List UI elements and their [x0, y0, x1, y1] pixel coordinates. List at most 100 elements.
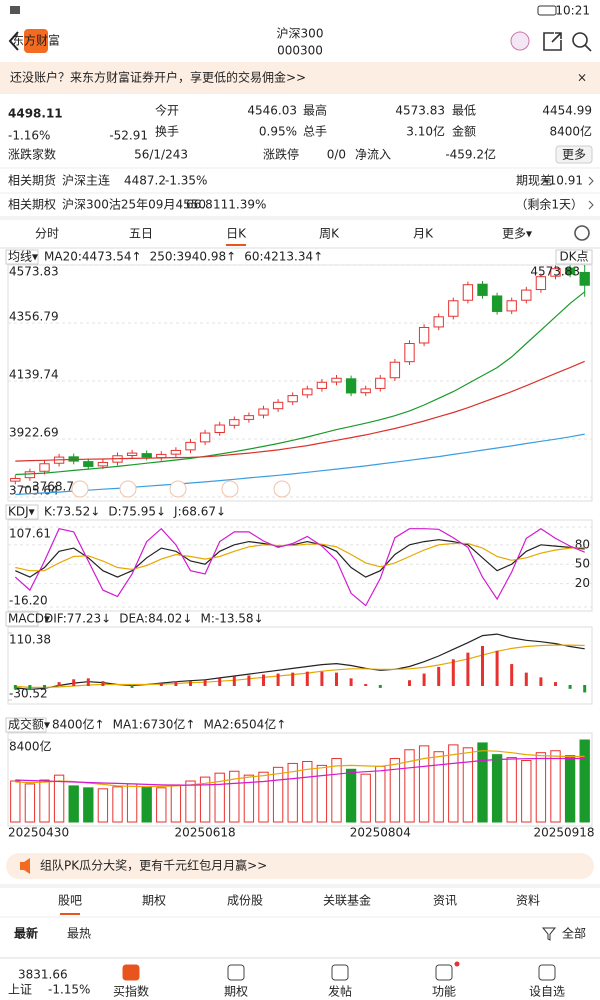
section-tab[interactable]: 成份股 [227, 894, 263, 908]
volume-bar [83, 787, 94, 823]
futures-price: 4487.2 [124, 174, 166, 188]
y-tick-label: 110.38 [9, 633, 51, 647]
legend-button[interactable] [5, 611, 39, 627]
macd-bar [130, 684, 134, 688]
futures-name[interactable]: 沪深主连 [62, 173, 110, 188]
section-tab[interactable]: 资讯 [433, 894, 457, 908]
section-tab[interactable]: 关联基金 [323, 893, 371, 908]
macd-bar [495, 650, 499, 686]
chart-tab[interactable]: 分时 [35, 227, 59, 241]
indicator-line [15, 750, 585, 788]
nav-icon[interactable] [435, 964, 453, 981]
more-button[interactable] [555, 145, 593, 164]
settings-icon[interactable] [574, 225, 590, 241]
banner-text[interactable]: 还没账户？来东方财富证券开户，享更低的交易佣金>> [10, 70, 306, 85]
macd-bar [262, 674, 265, 686]
macd-bar [466, 652, 470, 686]
macd-bar [101, 681, 105, 686]
nav-icon[interactable] [122, 964, 140, 981]
macd-bar [232, 676, 236, 686]
nav-label[interactable]: 设自选 [529, 985, 565, 999]
zoom-control[interactable] [169, 480, 187, 498]
share-icon[interactable] [543, 32, 562, 51]
candle-body [24, 471, 36, 479]
banner-close[interactable]: × [577, 71, 587, 85]
chart-tab[interactable]: 月K [413, 227, 434, 241]
panel-label[interactable]: 成交额▾ [8, 717, 50, 732]
dk-text[interactable]: DK点 [559, 250, 588, 264]
section-tab[interactable]: 资料 [516, 894, 540, 908]
section-tab[interactable]: 股吧 [58, 894, 82, 908]
panel-frame [7, 519, 593, 612]
option-name[interactable]: 沪深300沽25年09月4550 [62, 198, 206, 212]
nav-label[interactable]: 期权 [224, 985, 248, 999]
promo-text[interactable]: 组队PK瓜分大奖，更有千元红包月月赢>> [40, 858, 267, 873]
index-name[interactable]: 上证 [8, 983, 32, 997]
legend-button[interactable] [5, 717, 47, 733]
row-arrow[interactable] [588, 176, 594, 186]
legend-entry: MA2:6504亿↑ [203, 717, 286, 732]
back-button[interactable] [8, 31, 19, 51]
candle-body [258, 408, 269, 416]
volume-bar [156, 787, 167, 823]
zoom-control[interactable] [119, 480, 137, 498]
nav-icon[interactable] [331, 964, 349, 981]
nav-label[interactable]: 买指数 [113, 984, 149, 999]
nav-label[interactable]: 功能 [432, 985, 456, 999]
section-tab[interactable]: 期权 [142, 894, 166, 908]
macd-bar [57, 682, 61, 686]
search-icon[interactable] [572, 32, 588, 48]
nav-icon[interactable] [227, 964, 245, 981]
legend-button[interactable] [5, 504, 39, 520]
more-text[interactable]: 更多 [562, 148, 586, 162]
nav-icon[interactable] [538, 964, 556, 981]
candle-body [477, 283, 488, 296]
y-tick-label: -30.52 [9, 687, 48, 701]
chart-tab[interactable]: 日K [226, 227, 247, 241]
nav-label[interactable]: 发帖 [328, 984, 352, 999]
macd-bar [510, 664, 514, 686]
sort-latest[interactable]: 最新 [14, 926, 38, 941]
row-arrow[interactable] [588, 200, 594, 210]
filter-icon[interactable] [541, 927, 557, 941]
index-pct[interactable]: -1.15% [48, 983, 90, 997]
promo-banner[interactable] [6, 853, 594, 879]
candle-body [579, 271, 590, 286]
zoom-control[interactable] [71, 480, 89, 498]
field-value: 4454.99 [542, 104, 592, 118]
field-label: 涨跌停 [263, 147, 299, 162]
avatar-icon[interactable] [510, 31, 530, 51]
macd-bar [481, 645, 484, 686]
candle-body [214, 424, 225, 434]
volume-bar [258, 771, 269, 823]
x-tick-label: 20250918 [533, 826, 594, 840]
macd-bar [189, 681, 192, 686]
macd-bar [524, 672, 528, 686]
banner[interactable] [0, 62, 600, 94]
panel-label[interactable]: KDJ▾ [8, 505, 35, 519]
legend-button[interactable] [5, 249, 39, 265]
volume-bar [579, 739, 590, 823]
chart-tab[interactable]: 周K [319, 227, 340, 241]
candle-body [331, 377, 342, 383]
dk-button[interactable] [555, 249, 593, 265]
zoom-control[interactable] [273, 480, 291, 498]
legend-entry: DIF:77.23↓ [44, 612, 111, 626]
candle-body [375, 377, 386, 389]
panel-label[interactable]: 均线▾ [8, 250, 38, 264]
panel-label[interactable]: MACD▾ [8, 612, 50, 626]
macd-bar [203, 680, 207, 686]
candle-body [389, 361, 401, 379]
chart-tab[interactable]: 五日 [129, 227, 153, 241]
row-label: 相关期权 [8, 198, 56, 212]
volume-bar [68, 785, 79, 823]
field-label: 净流入 [355, 148, 391, 162]
zoom-control[interactable] [221, 480, 239, 498]
index-price[interactable]: 3831.66 [18, 968, 68, 982]
candle-body [287, 395, 298, 403]
sort-hot[interactable]: 最热 [67, 927, 91, 941]
sort-all[interactable]: 全部 [562, 926, 586, 941]
candle-body [229, 419, 240, 426]
chart-tab[interactable]: 更多▾ [502, 227, 532, 241]
